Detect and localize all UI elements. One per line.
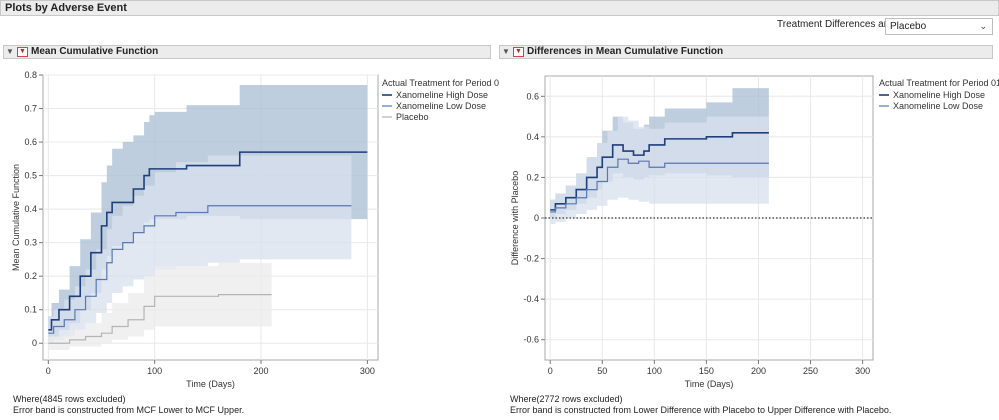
legend-title: Actual Treatment for Period 01 (382, 78, 499, 88)
diff-footnote: Where(2772 rows excluded) Error band is … (510, 394, 891, 416)
treatment-diff-label: Treatment Differences are with: (777, 19, 916, 30)
mcf-series-line (48, 151, 368, 331)
panel-title: Mean Cumulative Function (31, 46, 159, 57)
disclosure-triangle-icon[interactable]: ▼ (6, 47, 14, 56)
mcf-chart: 0 100 200 300 0 0.1 0.2 0.3 0.4 0.5 0.6 0.7 0.8 Time … (11, 70, 499, 389)
y-tick-label: 0.5 (24, 171, 37, 181)
y-tick-label: -0.2 (523, 254, 539, 264)
panel-header-diff-mcf[interactable]: ▼ ▼ Differences in Mean Cumulative Funct… (499, 45, 993, 59)
panel-header-mcf[interactable]: ▼ ▼ Mean Cumulative Function (3, 45, 491, 59)
x-tick-label: 100 (147, 366, 162, 376)
outline-header-plots-by-adverse-event[interactable]: Plots by Adverse Event (0, 0, 999, 16)
treatment-diff-value: Placebo (890, 21, 927, 32)
y-tick-label: 0 (534, 213, 539, 223)
error-band-note: Error band is constructed from Lower Dif… (510, 405, 892, 415)
mcf-series-line (48, 205, 352, 334)
y-tick-label: 0 (32, 338, 37, 348)
y-tick-label: 0.8 (24, 70, 37, 80)
mcf-series-line (48, 294, 272, 344)
legend-entry: Placebo (396, 112, 429, 122)
legend-entry: Xanomeline High Dose (893, 90, 985, 100)
x-tick-label: 200 (751, 366, 766, 376)
x-tick-label: 300 (360, 366, 375, 376)
y-tick-label: 0.1 (24, 305, 37, 315)
y-tick-label: -0.6 (523, 335, 539, 345)
y-axis-label: Mean Cumulative Function (11, 164, 21, 271)
y-tick-label: 0.2 (526, 172, 539, 182)
legend-entry: Xanomeline Low Dose (396, 101, 486, 111)
disclosure-triangle-icon[interactable]: ▼ (502, 47, 510, 56)
y-tick-label: 0.4 (24, 204, 37, 214)
diff-error-band (550, 116, 769, 225)
y-tick-label: -0.4 (523, 294, 539, 304)
panel-title: Differences in Mean Cumulative Function (527, 46, 724, 57)
legend-entry: Xanomeline Low Dose (893, 101, 983, 111)
mcf-error-band (48, 155, 352, 344)
x-tick-label: 50 (597, 366, 607, 376)
x-tick-label: 0 (46, 366, 51, 376)
mcf-footnote: Where(4845 rows excluded) Error band is … (13, 394, 244, 416)
y-axis-label: Difference with Placebo (510, 171, 520, 265)
diff-series-line (550, 158, 769, 213)
y-tick-label: 0.4 (526, 132, 539, 142)
y-tick-label: 0.6 (24, 137, 37, 147)
x-tick-label: 300 (855, 366, 870, 376)
mcf-error-band (48, 262, 272, 350)
window-title: Plots by Adverse Event (5, 2, 127, 14)
diff-series-line (550, 132, 769, 211)
y-tick-label: 0.7 (24, 104, 37, 114)
x-tick-label: 200 (254, 366, 269, 376)
red-triangle-menu-icon[interactable]: ▼ (513, 47, 524, 57)
chevron-down-icon: ⌄ (979, 21, 987, 31)
diff-mcf-chart: 0 50 100 150 200 250 300 -0.6 -0.4 -0.2 0 0.2 0.4 0.6… (510, 75, 999, 389)
legend-title: Actual Treatment for Period 01 (879, 78, 999, 88)
rows-excluded-note: Where(2772 rows excluded) (510, 394, 623, 404)
y-tick-label: 0.2 (24, 271, 37, 281)
x-axis-label: Time (Days) (186, 379, 235, 389)
y-tick-label: 0.6 (526, 91, 539, 101)
x-tick-label: 0 (548, 366, 553, 376)
x-tick-label: 100 (647, 366, 662, 376)
treatment-diff-select[interactable]: Placebo ⌄ (885, 18, 993, 35)
x-axis-label: Time (Days) (685, 379, 734, 389)
red-triangle-menu-icon[interactable]: ▼ (17, 47, 28, 57)
x-tick-label: 250 (803, 366, 818, 376)
rows-excluded-note: Where(4845 rows excluded) (13, 394, 126, 404)
error-band-note: Error band is constructed from MCF Lower… (13, 405, 245, 415)
y-tick-label: 0.3 (24, 238, 37, 248)
legend-entry: Xanomeline High Dose (396, 90, 488, 100)
x-tick-label: 150 (699, 366, 714, 376)
